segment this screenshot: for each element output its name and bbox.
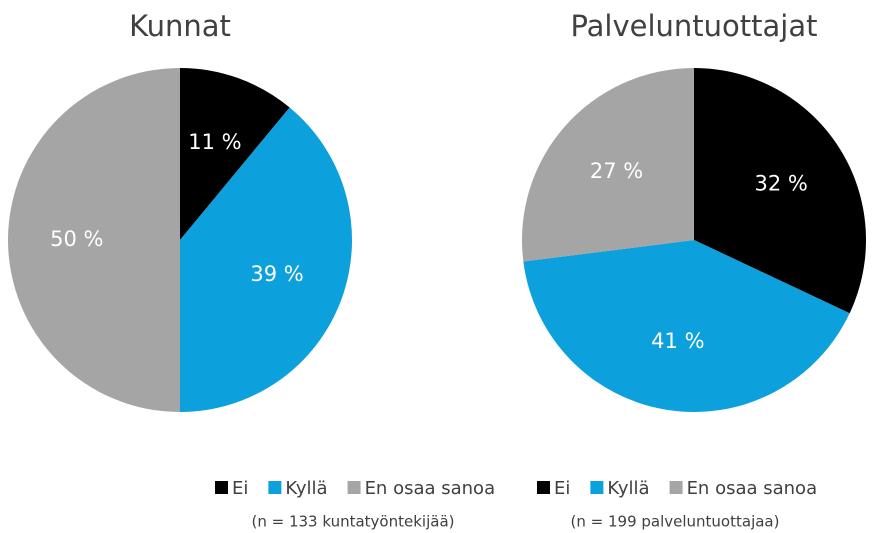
legend-label: En osaa sanoa — [365, 478, 496, 499]
legend-swatch — [590, 481, 604, 494]
legend-swatch — [347, 481, 361, 494]
pie-slice — [522, 68, 694, 262]
chart-title: Palveluntuottajat — [570, 9, 817, 43]
legend-swatch — [215, 481, 228, 494]
note: (n = 133 kuntatyöntekijää) — [252, 513, 455, 531]
pie-slice — [180, 107, 352, 412]
data-label: 32 % — [754, 172, 807, 196]
data-label: 39 % — [250, 262, 303, 286]
pie-slice — [8, 68, 180, 412]
legend-swatch — [669, 481, 683, 494]
legend-swatch — [537, 481, 550, 494]
data-label: 50 % — [50, 227, 103, 251]
pie-slice — [523, 240, 850, 412]
chart-title: Kunnat — [129, 9, 231, 43]
pie-slice — [694, 68, 866, 314]
data-label: 41 % — [651, 329, 704, 353]
legend-swatch — [268, 481, 282, 494]
legend-label: Ei — [554, 478, 570, 499]
legend-label: En osaa sanoa — [687, 478, 818, 499]
legend-label: Kyllä — [285, 478, 327, 499]
pie-slice — [180, 68, 290, 240]
note: (n = 199 palveluntuottajaa) — [571, 513, 780, 531]
legend-label: Ei — [232, 478, 248, 499]
legend-label: Kyllä — [607, 478, 649, 499]
data-label: 27 % — [590, 159, 643, 183]
data-label: 11 % — [188, 130, 241, 154]
